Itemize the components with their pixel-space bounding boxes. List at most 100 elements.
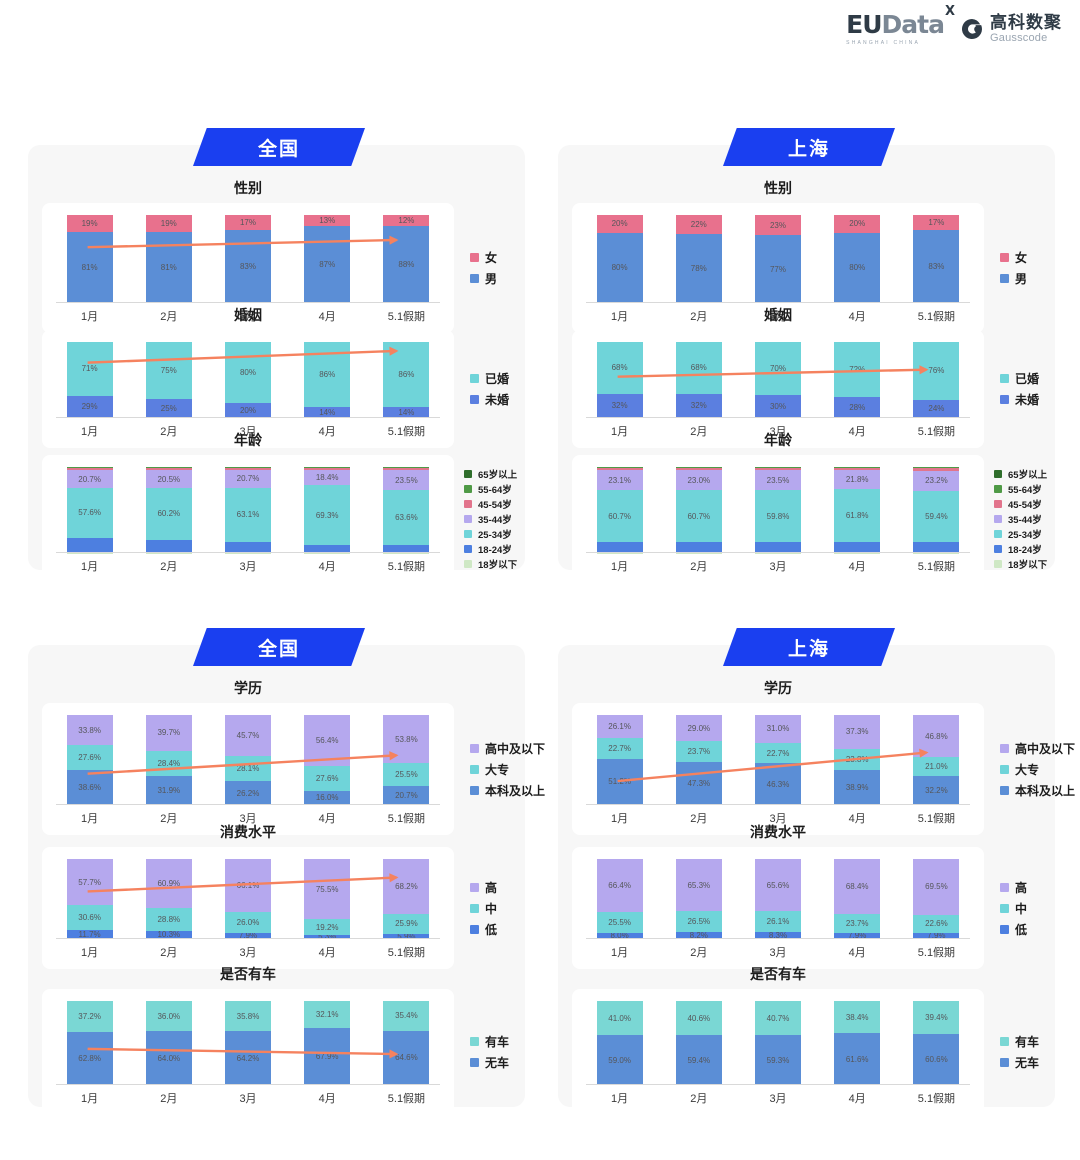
legend-item[interactable]: 25-34岁: [994, 527, 1047, 541]
legend-item[interactable]: 未婚: [470, 391, 509, 408]
legend-item[interactable]: 男: [1000, 270, 1027, 287]
stacked-bar[interactable]: 31.0% 22.7% 46.3%: [755, 715, 801, 806]
stacked-bar[interactable]: 12% 88%: [383, 215, 430, 303]
stacked-bar[interactable]: 68.4% 23.7% 7.9%: [834, 859, 881, 939]
stacked-bar[interactable]: 20.5% 60.2%: [145, 467, 192, 553]
stacked-bar[interactable]: 53.8% 25.5% 20.7%: [383, 715, 430, 805]
stacked-bar[interactable]: 35.4% 64.6%: [383, 1001, 430, 1085]
legend-item[interactable]: 低: [470, 921, 497, 938]
stacked-bar[interactable]: 68% 32%: [675, 342, 722, 418]
legend-item[interactable]: 65岁以上: [994, 467, 1047, 481]
legend-item[interactable]: 本科及以上: [1000, 782, 1075, 799]
stacked-bar[interactable]: 70% 30%: [755, 342, 801, 418]
stacked-bar[interactable]: 19% 81%: [66, 215, 113, 303]
legend-item[interactable]: 55-64岁: [994, 482, 1047, 496]
legend-item[interactable]: 中: [470, 900, 497, 917]
stacked-bar[interactable]: 26.1% 22.7% 51.2%: [596, 715, 643, 805]
stacked-bar[interactable]: 17% 83%: [225, 215, 271, 303]
legend-item[interactable]: 中: [1000, 900, 1027, 917]
stacked-bar[interactable]: 68% 32%: [596, 342, 643, 418]
legend-item[interactable]: 已婚: [470, 370, 509, 387]
legend-item[interactable]: 女: [1000, 249, 1027, 266]
legend-item[interactable]: 低: [1000, 921, 1027, 938]
stacked-bar[interactable]: 23.0% 60.7%: [675, 467, 722, 553]
stacked-bar[interactable]: 65.6% 26.1% 8.3%: [755, 859, 801, 939]
legend-item[interactable]: 大专: [1000, 761, 1075, 778]
stacked-bar[interactable]: 29.0% 23.7% 47.3%: [675, 715, 722, 805]
stacked-bar[interactable]: 23% 77%: [755, 215, 801, 303]
legend-item[interactable]: 35-44岁: [994, 512, 1047, 526]
legend-item[interactable]: 有车: [1000, 1033, 1039, 1050]
legend-item[interactable]: 已婚: [1000, 370, 1039, 387]
stacked-bar[interactable]: 19% 81%: [145, 215, 192, 303]
stacked-bar[interactable]: 17% 83%: [913, 215, 960, 303]
stacked-bar[interactable]: 18.4% 69.3%: [304, 467, 351, 553]
stacked-bar[interactable]: 20.7% 63.1%: [225, 467, 271, 553]
stacked-bar[interactable]: 66.4% 25.5% 8.0%: [596, 859, 643, 939]
stacked-bar[interactable]: 68.2% 25.9% 5.9%: [383, 859, 430, 939]
stacked-bar[interactable]: 22% 78%: [675, 215, 722, 303]
stacked-bar[interactable]: 57.7% 30.6% 11.7%: [66, 859, 113, 939]
legend-item[interactable]: 18岁以下: [994, 557, 1047, 571]
stacked-bar[interactable]: 86% 14%: [304, 342, 351, 418]
legend-item[interactable]: 18-24岁: [464, 542, 517, 556]
stacked-bar[interactable]: 20% 80%: [596, 215, 643, 303]
legend-item[interactable]: 25-34岁: [464, 527, 517, 541]
stacked-bar[interactable]: 60.9% 28.8% 10.3%: [145, 859, 192, 939]
stacked-bar[interactable]: 32.1% 67.9%: [304, 1001, 351, 1085]
stacked-bar[interactable]: 39.7% 28.4% 31.9%: [145, 715, 192, 805]
stacked-bar[interactable]: 20% 80%: [834, 215, 881, 303]
legend-item[interactable]: 35-44岁: [464, 512, 517, 526]
legend-item[interactable]: 45-54岁: [994, 497, 1047, 511]
legend-item[interactable]: 18岁以下: [464, 557, 517, 571]
stacked-bar[interactable]: 56.4% 27.6% 16.0%: [304, 715, 351, 806]
stacked-bar[interactable]: 39.4% 60.6%: [913, 1001, 960, 1085]
legend-item[interactable]: 45-54岁: [464, 497, 517, 511]
legend-item[interactable]: 65岁以上: [464, 467, 517, 481]
legend-item[interactable]: 55-64岁: [464, 482, 517, 496]
stacked-bar[interactable]: 66.1% 26.0% 7.9%: [225, 859, 271, 939]
stacked-bar[interactable]: 76% 24%: [913, 342, 960, 418]
stacked-bar[interactable]: 37.3% 23.8% 38.9%: [834, 715, 881, 805]
stacked-bar[interactable]: 45.7% 28.1% 26.2%: [225, 715, 271, 805]
stacked-bar[interactable]: 86% 14%: [383, 342, 430, 418]
bar-segment: 77%: [755, 235, 801, 303]
legend-item[interactable]: 无车: [1000, 1054, 1039, 1071]
stacked-bar[interactable]: 38.4% 61.6%: [834, 1001, 881, 1085]
legend-item[interactable]: 高: [1000, 879, 1027, 896]
stacked-bar[interactable]: 80% 20%: [225, 342, 271, 418]
stacked-bar[interactable]: 40.7% 59.3%: [755, 1001, 801, 1085]
stacked-bar[interactable]: 40.6% 59.4%: [675, 1001, 722, 1085]
legend-item[interactable]: 18-24岁: [994, 542, 1047, 556]
legend-item[interactable]: 高中及以下: [470, 740, 545, 757]
stacked-bar[interactable]: 35.8% 64.2%: [225, 1001, 271, 1085]
legend-item[interactable]: 女: [470, 249, 497, 266]
legend-item[interactable]: 高: [470, 879, 497, 896]
stacked-bar[interactable]: 75.5% 19.2% 5.3%: [304, 859, 351, 939]
stacked-bar[interactable]: 65.3% 26.5% 8.2%: [675, 859, 722, 939]
legend-item[interactable]: 高中及以下: [1000, 740, 1075, 757]
stacked-bar[interactable]: 41.0% 59.0%: [596, 1001, 643, 1085]
stacked-bar[interactable]: 23.5% 63.6%: [383, 467, 430, 553]
stacked-bar[interactable]: 13% 87%: [304, 215, 351, 303]
segment-value-label: 60.7%: [687, 511, 711, 521]
stacked-bar[interactable]: 75% 25%: [145, 342, 192, 418]
stacked-bar[interactable]: 21.8% 61.8%: [834, 467, 881, 553]
stacked-bar[interactable]: 71% 29%: [66, 342, 113, 418]
stacked-bar[interactable]: 72% 28%: [834, 342, 881, 418]
legend-item[interactable]: 大专: [470, 761, 545, 778]
legend-item[interactable]: 无车: [470, 1054, 509, 1071]
stacked-bar[interactable]: 23.2% 59.4%: [913, 467, 960, 554]
legend-item[interactable]: 未婚: [1000, 391, 1039, 408]
stacked-bar[interactable]: 69.5% 22.6% 7.9%: [913, 859, 960, 939]
stacked-bar[interactable]: 23.5% 59.8%: [755, 467, 801, 553]
legend-item[interactable]: 男: [470, 270, 497, 287]
stacked-bar[interactable]: 23.1% 60.7%: [596, 467, 643, 553]
stacked-bar[interactable]: 20.7% 57.6%: [66, 467, 113, 553]
stacked-bar[interactable]: 46.8% 21.0% 32.2%: [913, 715, 960, 806]
stacked-bar[interactable]: 36.0% 64.0%: [145, 1001, 192, 1085]
stacked-bar[interactable]: 37.2% 62.8%: [66, 1001, 113, 1085]
legend-item[interactable]: 本科及以上: [470, 782, 545, 799]
stacked-bar[interactable]: 33.8% 27.6% 38.6%: [66, 715, 113, 805]
legend-item[interactable]: 有车: [470, 1033, 509, 1050]
